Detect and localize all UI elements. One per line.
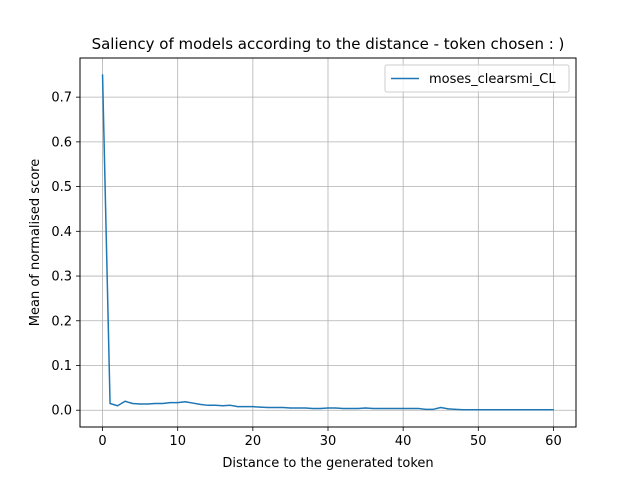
data-point <box>132 402 134 405</box>
data-point <box>349 407 352 410</box>
data-point <box>312 407 314 410</box>
data-point <box>342 407 344 410</box>
data-point <box>101 74 104 76</box>
data-point <box>297 407 299 409</box>
data-point <box>477 409 479 411</box>
data-point <box>252 406 254 408</box>
data-point <box>530 409 532 411</box>
data-point <box>124 400 126 402</box>
data-point <box>109 402 111 405</box>
data-point <box>139 403 141 405</box>
data-point <box>462 409 464 411</box>
data-point <box>425 408 427 410</box>
data-point <box>522 409 524 411</box>
data-point <box>274 406 276 409</box>
data-point <box>545 409 547 411</box>
ticks: 0 10 20 30 40 50 60 0.0 0.1 0.2 0.3 0.4 0.5 0.6 0.7 <box>51 91 561 449</box>
data-point <box>214 404 216 406</box>
data-point <box>380 407 382 410</box>
data-point <box>515 409 517 411</box>
data-point <box>207 404 209 406</box>
data-point <box>184 401 186 403</box>
data-point <box>162 402 164 405</box>
data-point <box>402 407 404 410</box>
y-tick-label: 0.6 <box>51 135 72 150</box>
x-tick-label: 10 <box>169 434 186 449</box>
y-tick-label: 0.3 <box>51 270 72 285</box>
series-layer <box>101 74 555 411</box>
data-point <box>222 405 224 407</box>
y-tick-label: 0.1 <box>51 359 72 374</box>
data-point <box>319 407 322 410</box>
data-point <box>154 402 156 405</box>
chart-title: Saliency of models according to the dist… <box>92 35 565 53</box>
data-point <box>470 409 472 411</box>
data-point <box>304 407 307 409</box>
y-tick-label: 0.2 <box>51 314 72 329</box>
data-point <box>327 407 329 409</box>
data-point <box>455 408 457 410</box>
x-tick-label: 40 <box>395 434 412 449</box>
data-point <box>395 407 397 410</box>
y-tick-label: 0.5 <box>51 180 72 195</box>
data-point <box>492 409 494 411</box>
legend: moses_clearsmi_CL <box>384 64 570 93</box>
data-point <box>410 407 412 410</box>
data-point <box>147 403 149 405</box>
legend-label: moses_clearsmi_CL <box>429 72 556 87</box>
data-point <box>229 404 231 406</box>
data-point <box>552 409 555 411</box>
data-point <box>244 406 246 408</box>
data-point <box>357 407 359 410</box>
data-point <box>169 402 171 404</box>
x-tick-label: 20 <box>245 434 262 449</box>
x-axis-label: Distance to the generated token <box>222 456 433 471</box>
data-point <box>440 406 442 409</box>
data-point <box>282 406 284 409</box>
x-tick-label: 30 <box>320 434 337 449</box>
data-point <box>432 408 434 410</box>
y-tick-label: 0.7 <box>51 91 72 106</box>
data-point <box>417 407 419 410</box>
y-tick-label: 0.4 <box>51 225 72 240</box>
data-point <box>334 407 337 409</box>
data-point <box>116 405 119 407</box>
data-point <box>537 409 540 411</box>
data-point <box>387 407 389 410</box>
data-point <box>364 407 367 409</box>
data-point <box>289 407 292 409</box>
data-point <box>500 409 502 411</box>
x-tick-label: 0 <box>98 434 106 449</box>
data-point <box>507 409 509 411</box>
data-point <box>447 408 449 410</box>
data-point <box>372 407 374 410</box>
y-axis-label: Mean of normalised score <box>28 159 43 326</box>
data-point <box>485 409 487 411</box>
data-point <box>192 402 194 404</box>
x-tick-label: 60 <box>545 434 562 449</box>
data-point <box>199 403 201 406</box>
y-tick-label: 0.0 <box>51 404 72 419</box>
data-point <box>267 406 269 409</box>
data-point <box>177 402 179 404</box>
data-point <box>237 406 239 408</box>
data-point <box>259 406 261 408</box>
legend-box <box>384 64 570 93</box>
x-tick-label: 50 <box>470 434 487 449</box>
